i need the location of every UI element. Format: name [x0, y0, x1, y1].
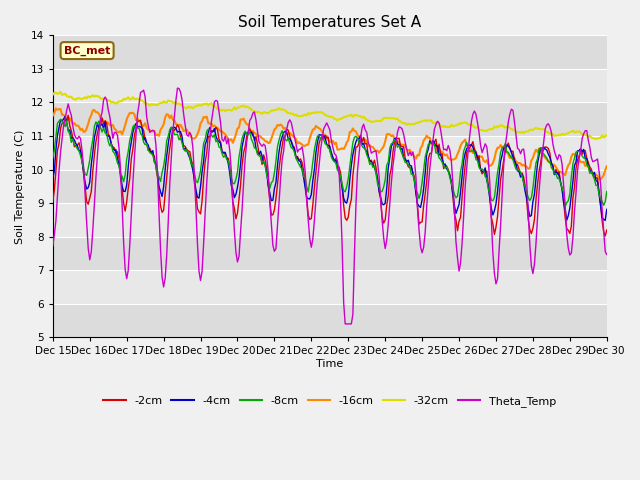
- Bar: [53, 270, 607, 304]
- Bar: [53, 136, 607, 169]
- Bar: [53, 304, 607, 337]
- Legend: -2cm, -4cm, -8cm, -16cm, -32cm, Theta_Temp: -2cm, -4cm, -8cm, -16cm, -32cm, Theta_Te…: [99, 391, 561, 411]
- Text: BC_met: BC_met: [64, 46, 110, 56]
- Bar: [53, 203, 607, 237]
- Bar: [53, 169, 607, 203]
- Bar: [53, 69, 607, 102]
- Title: Soil Temperatures Set A: Soil Temperatures Set A: [238, 15, 421, 30]
- Bar: [53, 36, 607, 69]
- Bar: [53, 237, 607, 270]
- X-axis label: Time: Time: [316, 359, 344, 369]
- Y-axis label: Soil Temperature (C): Soil Temperature (C): [15, 129, 25, 243]
- Bar: [53, 102, 607, 136]
